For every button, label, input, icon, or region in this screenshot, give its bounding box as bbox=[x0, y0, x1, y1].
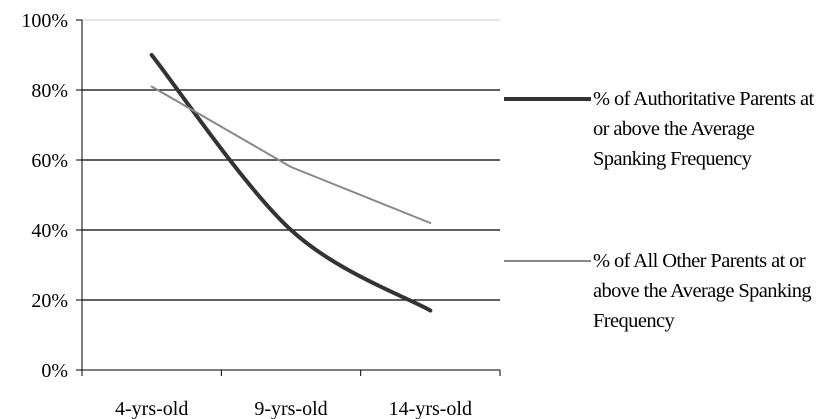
y-tick-label: 0% bbox=[41, 360, 68, 382]
series-lines bbox=[149, 53, 433, 313]
series-line-1 bbox=[149, 53, 433, 313]
y-tick-label: 80% bbox=[31, 80, 68, 102]
legend-swatch-authoritative bbox=[504, 97, 591, 101]
y-axis-ticks: 0% 20% 40% 60% 80% 100% bbox=[21, 10, 82, 382]
y-tick-label: 40% bbox=[31, 220, 68, 242]
x-tick-label: 14-yrs-old bbox=[389, 398, 472, 419]
x-tick-label: 9-yrs-old bbox=[254, 398, 327, 419]
y-tick-label: 60% bbox=[31, 150, 68, 172]
y-tick-label: 100% bbox=[21, 10, 68, 32]
y-tick-label: 20% bbox=[31, 290, 68, 312]
x-tick-label: 4-yrs-old bbox=[115, 398, 188, 419]
legend-swatch-all-other bbox=[504, 260, 591, 262]
series-line-2 bbox=[150, 85, 432, 224]
x-axis-ticks: 4-yrs-old 9-yrs-old 14-yrs-old bbox=[81, 370, 501, 419]
gridlines bbox=[82, 19, 500, 301]
legend-label-all-other: % of All Other Parents at or above the A… bbox=[593, 250, 812, 332]
legend-label-authoritative: % of Authoritative Parents at or above t… bbox=[593, 88, 814, 170]
